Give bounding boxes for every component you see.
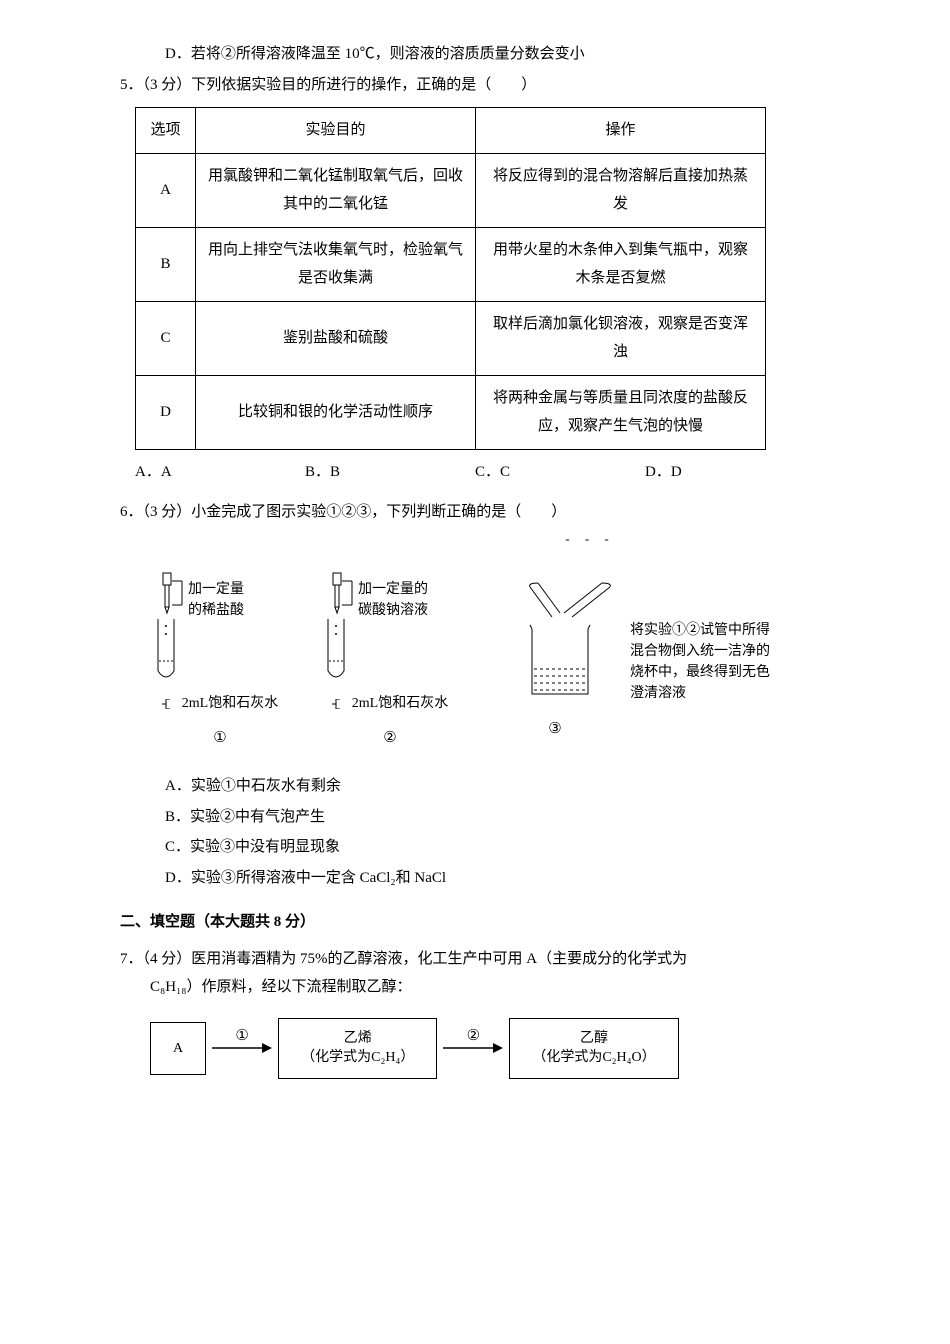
q5-row-b-1: 用向上排空气法收集氧气时，检验氧气是否收集满 xyxy=(196,227,476,301)
q6-diagram: 加一定量 的稀盐酸 2mL饱和石灰水 ① xyxy=(150,571,870,752)
q5-row-c-0: C xyxy=(136,301,196,375)
q7-flow-box-2b: （化学式为C₂H₄） xyxy=(301,1048,414,1068)
q7-arrow-2-num: ② xyxy=(467,1022,480,1051)
q7-flow-box-a-text: A xyxy=(173,1041,183,1056)
bracket-icon-2 xyxy=(332,699,348,709)
q5-row-a-0: A xyxy=(136,153,196,227)
q5-row-c-2: 取样后滴加氯化钡溶液，观察是否变浑浊 xyxy=(476,301,766,375)
q6-hint-line: - - - xyxy=(310,527,870,552)
q5-choice-b: B．B xyxy=(305,458,475,487)
q5-row-a-1: 用氯酸钾和二氧化锰制取氧气后，回收其中的二氧化锰 xyxy=(196,153,476,227)
bracket-icon xyxy=(162,699,178,709)
q7-stem-2: C₈H₁₈）作原料，经以下流程制取乙醇： xyxy=(120,973,870,1002)
q5-row-d-1: 比较铜和银的化学活动性顺序 xyxy=(196,375,476,449)
q6-tube1-add-label: 加一定量 的稀盐酸 xyxy=(188,579,244,621)
q7-flow-box-a: A xyxy=(150,1022,206,1076)
q6-option-a: A．实验①中石灰水有剩余 xyxy=(120,772,870,801)
q7-flow-box-3: 乙醇 （化学式为C₂H₄O） xyxy=(509,1018,678,1079)
q5-row-d-0: D xyxy=(136,375,196,449)
q5-choice-c: C．C xyxy=(475,458,645,487)
q5-row-a-2: 将反应得到的混合物溶解后直接加热蒸发 xyxy=(476,153,766,227)
section-2-title: 二、填空题（本大题共 8 分） xyxy=(120,908,870,937)
q7-flow-box-2a: 乙烯 xyxy=(301,1029,414,1049)
q5-header-0: 选项 xyxy=(136,108,196,154)
q4-option-d: D．若将②所得溶液降温至 10℃，则溶液的溶质质量分数会变小 xyxy=(120,40,870,69)
q7-flow-box-3a: 乙醇 xyxy=(532,1029,655,1049)
q7-flow-box-2: 乙烯 （化学式为C₂H₄） xyxy=(278,1018,437,1079)
q5-header-1: 实验目的 xyxy=(196,108,476,154)
q6-tube1-num: ① xyxy=(213,724,226,753)
q7-flow-box-3b: （化学式为C₂H₄O） xyxy=(532,1048,655,1068)
q6-beaker-num: ③ xyxy=(548,715,561,744)
q6-tube-2: 加一定量的 碳酸钠溶液 2mL饱和石灰水 ② xyxy=(320,571,460,752)
q7-arrow-1: ① xyxy=(212,1040,272,1056)
q6-tube2-bottom: 2mL饱和石灰水 xyxy=(332,691,448,718)
q5-row-b-2: 用带火星的木条伸入到集气瓶中，观察木条是否复燃 xyxy=(476,227,766,301)
q5-row-d-2: 将两种金属与等质量且同浓度的盐酸反应，观察产生气泡的快慢 xyxy=(476,375,766,449)
q6-option-c: C．实验③中没有明显现象 xyxy=(120,833,870,862)
beaker-svg xyxy=(490,579,620,709)
q7-flow-diagram: A ① 乙烯 （化学式为C₂H₄） ② 乙醇 （化学式为C₂H₄O） xyxy=(150,1018,870,1079)
q5-choice-d: D．D xyxy=(645,458,815,487)
q5-row-b-0: B xyxy=(136,227,196,301)
q5-choices: A．A B．B C．C D．D xyxy=(120,458,870,487)
q6-tube-1: 加一定量 的稀盐酸 2mL饱和石灰水 ① xyxy=(150,571,290,752)
q6-tube1-bottom: 2mL饱和石灰水 xyxy=(162,691,278,718)
q6-tube1-bottom-text: 2mL饱和石灰水 xyxy=(182,691,278,718)
q7-arrow-1-num: ① xyxy=(235,1022,248,1051)
q5-header-2: 操作 xyxy=(476,108,766,154)
q6-option-d: D．实验③所得溶液中一定含 CaCl₂和 NaCl xyxy=(120,864,870,893)
q5-choice-a: A．A xyxy=(135,458,305,487)
q6-option-b: B．实验②中有气泡产生 xyxy=(120,803,870,832)
q6-tube2-add-label: 加一定量的 碳酸钠溶液 xyxy=(358,579,428,621)
q6-stem: 6．（3 分）小金完成了图示实验①②③，下列判断正确的是（ ） xyxy=(120,498,870,527)
q6-tube2-num: ② xyxy=(383,724,396,753)
q5-stem: 5．（3 分）下列依据实验目的所进行的操作，正确的是（ ） xyxy=(120,71,870,100)
q6-beaker-text: 将实验①②试管中所得混合物倒入统一洁净的烧杯中，最终得到无色澄清溶液 xyxy=(630,620,770,704)
question-5: 5．（3 分）下列依据实验目的所进行的操作，正确的是（ ） 选项 实验目的 操作… xyxy=(120,71,870,487)
q5-table: 选项 实验目的 操作 A 用氯酸钾和二氧化锰制取氧气后，回收其中的二氧化锰 将反… xyxy=(135,107,766,450)
q5-row-c-1: 鉴别盐酸和硫酸 xyxy=(196,301,476,375)
q7-stem-1: 7．（4 分）医用消毒酒精为 75%的乙醇溶液，化工生产中可用 A（主要成分的化… xyxy=(120,945,870,974)
question-7: 7．（4 分）医用消毒酒精为 75%的乙醇溶液，化工生产中可用 A（主要成分的化… xyxy=(120,945,870,1079)
q6-tube2-bottom-text: 2mL饱和石灰水 xyxy=(352,691,448,718)
q6-beaker-block: ③ 将实验①②试管中所得混合物倒入统一洁净的烧杯中，最终得到无色澄清溶液 xyxy=(490,579,770,744)
question-6: 6．（3 分）小金完成了图示实验①②③，下列判断正确的是（ ） - - - xyxy=(120,498,870,892)
q7-arrow-2: ② xyxy=(443,1040,503,1056)
